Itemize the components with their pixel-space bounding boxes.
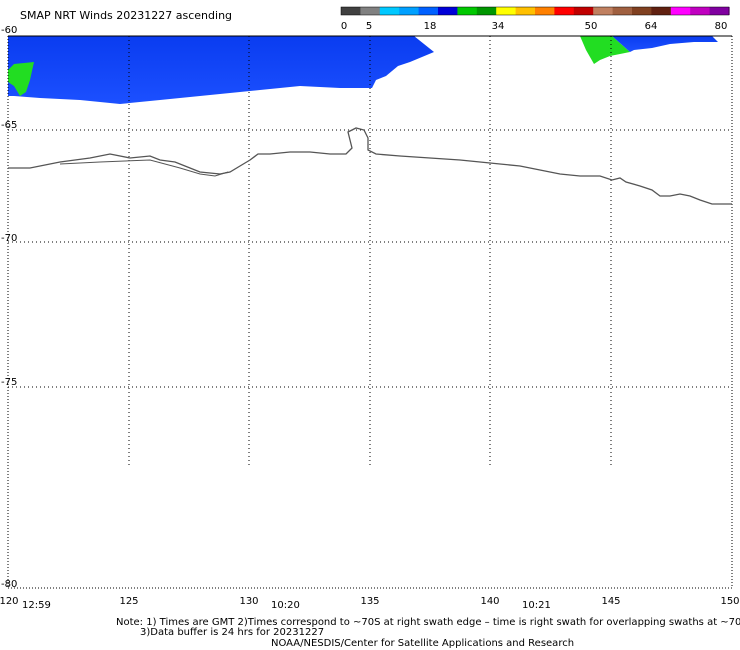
lat-label-70: -70 [1,233,18,244]
time-label-1: 12:59 [22,600,51,611]
lat-label-75: -75 [1,377,18,388]
scale-swatch [690,7,711,15]
scale-swatch [418,7,439,15]
scale-label-0: 0 [340,21,348,32]
scale-swatch [573,7,594,15]
scale-border [340,6,730,16]
lon-label-135: 135 [360,596,380,607]
wind-swath-left [8,36,434,104]
lat-label-60: -60 [1,25,18,36]
antarctic-coastline [8,127,732,205]
scale-swatch [399,7,420,15]
note-line-1: Note: 1) Times are GMT 2)Times correspon… [116,617,740,628]
color-scale-bar [340,6,730,16]
scale-label-50: 50 [584,21,598,32]
wind-swath-right [612,36,718,52]
wind-swath-left-green [8,62,34,96]
lat-label-80: -80 [1,579,18,590]
coastline-ice-edge [59,159,229,177]
scale-swatch [670,7,691,15]
scale-label-18: 18 [423,21,437,32]
scale-label-34: 34 [491,21,505,32]
scale-label-80: 80 [714,21,728,32]
map-frame [7,35,733,589]
scale-label-5: 5 [365,21,373,32]
scale-swatch [535,7,555,15]
time-label-2: 10:20 [271,600,300,611]
scale-swatch [360,7,381,15]
scale-swatch [554,7,575,15]
lon-label-120: 120 [0,596,19,607]
lon-label-125: 125 [119,596,139,607]
note-line-2: 3)Data buffer is 24 hrs for 20231227 [140,627,325,638]
scale-swatch [379,7,400,15]
scale-swatch [632,7,652,15]
scale-swatch [612,7,633,15]
scale-swatch [438,7,458,15]
scale-swatch [709,7,730,15]
lon-label-130: 130 [239,596,259,607]
lon-label-140: 140 [480,596,500,607]
wind-swath-right-green [580,36,630,64]
scale-swatch [457,7,478,15]
time-label-3: 10:21 [522,600,551,611]
scale-swatch [651,7,672,15]
credit-line: NOAA/NESDIS/Center for Satellite Applica… [271,638,575,649]
scale-swatch [515,7,536,15]
map-grid [8,36,732,466]
map-title: SMAP NRT Winds 20231227 ascending [20,9,233,22]
scale-swatch [593,7,614,15]
lat-label-65: -65 [1,120,18,131]
lon-label-145: 145 [601,596,621,607]
scale-swatch [476,7,497,15]
scale-swatch [341,7,361,15]
scale-label-64: 64 [644,21,658,32]
lon-label-150: 150 [720,596,740,607]
scale-swatch [496,7,517,15]
